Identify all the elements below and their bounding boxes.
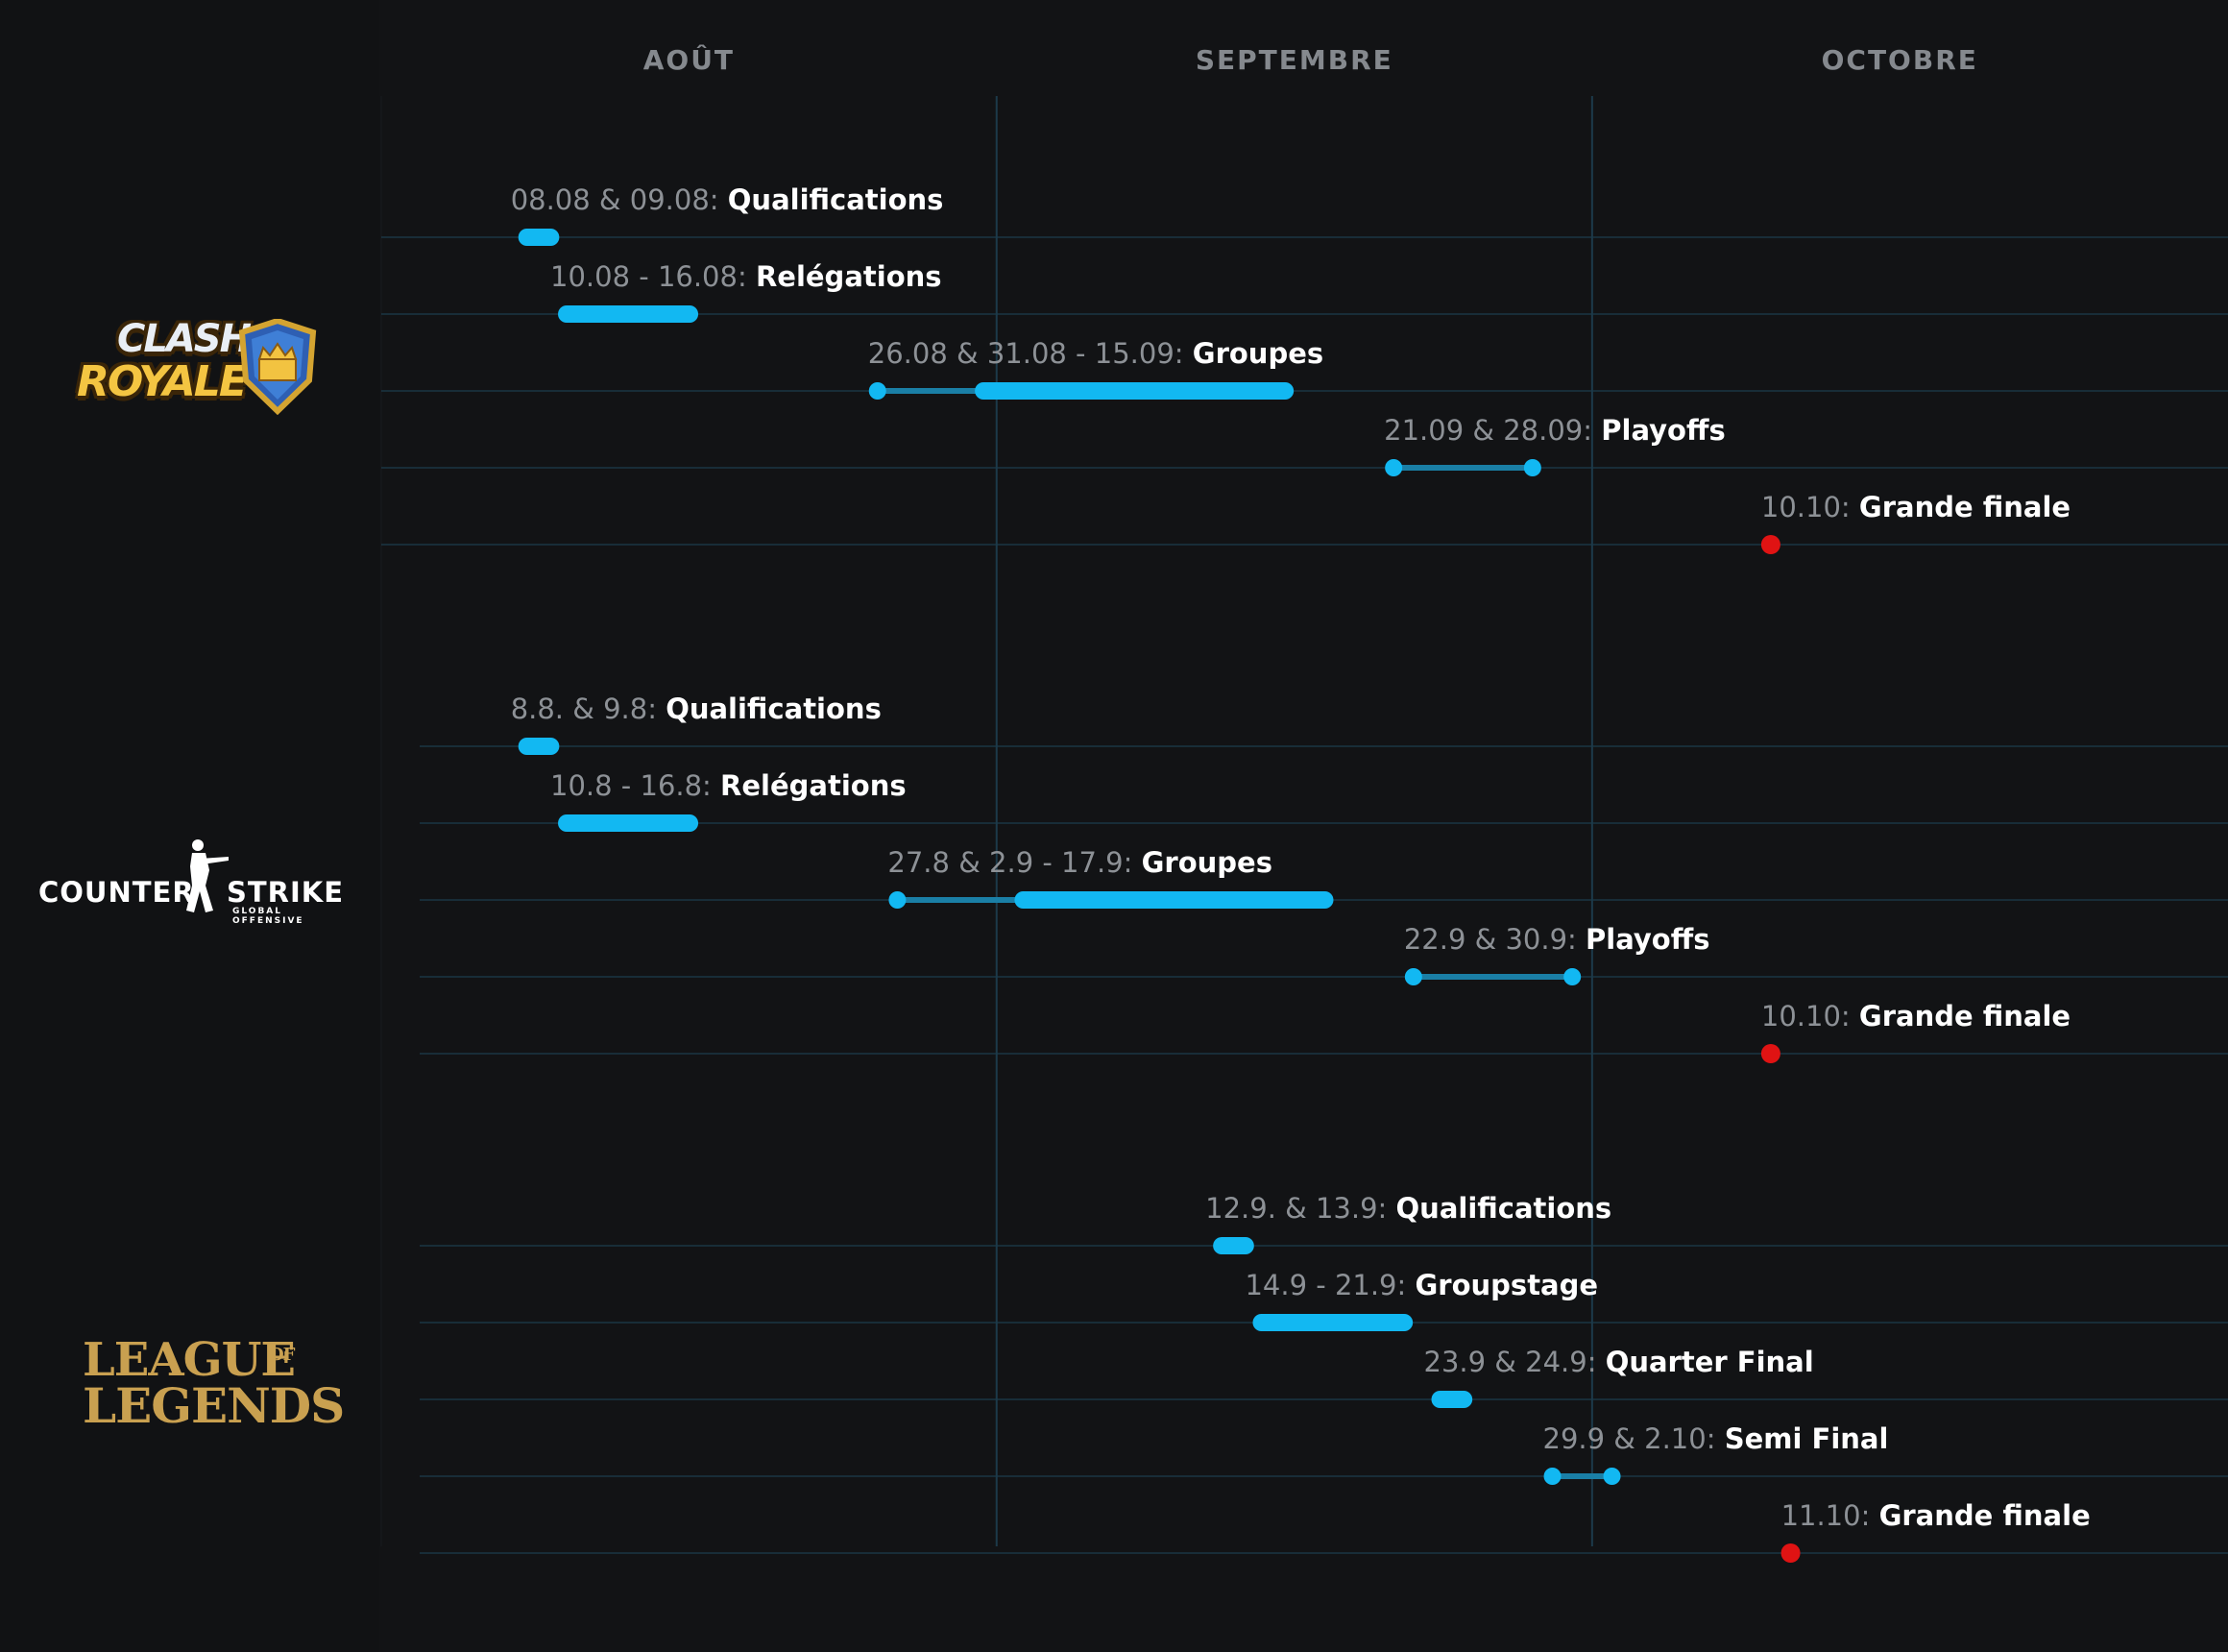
event-name-text: Groupes [1142, 846, 1272, 879]
event-name-text: Grande finale [1859, 491, 2071, 523]
counter-strike-logo-word-2: STRIKE [227, 876, 345, 909]
month-label-3: OCTOBRE [1822, 44, 1978, 76]
counter-strike-logo: COUNTER STRIKE GLOBAL OFFENSIVE [35, 838, 351, 926]
event-name-text: Grande finale [1859, 1000, 2071, 1032]
event-dot [1563, 968, 1582, 985]
event-name-text: Relégations [756, 260, 942, 293]
event-date-text: 14.9 - 21.9: [1245, 1269, 1415, 1301]
event-date-text: 29.9 & 2.10: [1543, 1422, 1725, 1455]
event-date-text: 12.9. & 13.9: [1205, 1192, 1395, 1225]
game-sidebar [0, 0, 379, 1652]
crown-shield-icon [238, 319, 317, 415]
event-name-text: Groupstage [1416, 1269, 1599, 1301]
event-date-text: 26.08 & 31.08 - 15.09: [868, 337, 1193, 370]
event-bar [1213, 1237, 1254, 1254]
event-name-text: Semi Final [1725, 1422, 1889, 1455]
event-bar [558, 305, 699, 323]
event-dot [868, 382, 886, 400]
event-label: 10.08 - 16.08: Relégations [550, 260, 942, 293]
counter-strike-logo-subtitle: GLOBAL OFFENSIVE [232, 907, 304, 926]
event-name-text: Qualifications [666, 692, 882, 725]
event-dot [1404, 968, 1422, 985]
event-name-text: Relégations [720, 769, 907, 802]
event-label: 10.10: Grande finale [1761, 1000, 2071, 1032]
event-label: 11.10: Grande finale [1781, 1499, 2091, 1532]
clash-royale-logo-word-1: CLASH [117, 317, 252, 361]
event-label: 10.10: Grande finale [1761, 491, 2071, 523]
event-bar [1014, 891, 1334, 909]
event-date-text: 10.10: [1761, 1000, 1859, 1032]
event-label: 14.9 - 21.9: Groupstage [1245, 1269, 1598, 1301]
event-dot [888, 891, 907, 909]
month-labels: AOÛT SEPTEMBRE OCTOBRE [643, 43, 1978, 76]
event-name-text: Playoffs [1586, 923, 1709, 956]
event-bar [518, 229, 560, 246]
event-label: 29.9 & 2.10: Semi Final [1543, 1422, 1889, 1455]
lol-logo-word-2: LEGENDS [83, 1377, 345, 1434]
clash-royale-logo: CLASH ROYALE [67, 317, 317, 423]
month-label-1: AOÛT [643, 43, 735, 76]
event-label: 27.8 & 2.9 - 17.9: Groupes [887, 846, 1272, 879]
event-name-text: Qualifications [728, 183, 944, 216]
event-dot [1603, 1468, 1621, 1485]
event-name-text: Grande finale [1879, 1499, 2091, 1532]
event-date-text: 10.10: [1761, 491, 1859, 523]
event-date-text: 27.8 & 2.9 - 17.9: [887, 846, 1141, 879]
event-date-text: 23.9 & 24.9: [1424, 1346, 1606, 1378]
event-label: 10.8 - 16.8: Relégations [550, 769, 907, 802]
counter-strike-logo-word-1: COUNTER [38, 876, 195, 909]
event-label: 21.09 & 28.09: Playoffs [1384, 414, 1726, 447]
final-marker [1760, 535, 1780, 554]
event-bar [1252, 1314, 1414, 1331]
final-marker [1760, 1044, 1780, 1063]
event-bar [975, 382, 1295, 400]
event-name-text: Quarter Final [1606, 1346, 1814, 1378]
event-label: 12.9. & 13.9: Qualifications [1205, 1192, 1611, 1225]
month-label-2: SEPTEMBRE [1196, 44, 1393, 76]
event-dot [1523, 459, 1541, 476]
event-name-text: Groupes [1193, 337, 1323, 370]
event-label: 23.9 & 24.9: Quarter Final [1424, 1346, 1814, 1378]
event-date-text: 10.8 - 16.8: [550, 769, 720, 802]
event-date-text: 22.9 & 30.9: [1404, 923, 1586, 956]
event-label: 8.8. & 9.8: Qualifications [511, 692, 882, 725]
lol-logo-word-of: OF [269, 1345, 295, 1365]
event-layer: 08.08 & 09.08: Qualifications 10.08 - 16.… [511, 183, 2091, 1563]
final-marker [1780, 1543, 1801, 1563]
event-bar [1431, 1391, 1473, 1408]
event-label: 26.08 & 31.08 - 15.09: Groupes [868, 337, 1323, 370]
event-date-text: 11.10: [1781, 1499, 1879, 1532]
event-name-text: Qualifications [1396, 1192, 1612, 1225]
event-dot [1543, 1468, 1562, 1485]
lol-logo-word-1: LEAGUE [83, 1333, 296, 1387]
league-of-legends-logo: LEAGUE OF LEGENDS [81, 1333, 345, 1439]
clash-royale-logo-word-2: ROYALE [77, 357, 248, 406]
event-date-text: 21.09 & 28.09: [1384, 414, 1601, 447]
event-name-text: Playoffs [1601, 414, 1725, 447]
event-bar [518, 738, 560, 755]
event-label: 08.08 & 09.08: Qualifications [511, 183, 944, 216]
event-bar [558, 814, 699, 832]
event-date-text: 10.08 - 16.08: [550, 260, 756, 293]
event-label: 22.9 & 30.9: Playoffs [1404, 923, 1710, 956]
event-dot [1385, 459, 1403, 476]
soldier-icon [186, 839, 229, 912]
event-date-text: 08.08 & 09.08: [511, 183, 728, 216]
event-date-text: 8.8. & 9.8: [511, 692, 666, 725]
